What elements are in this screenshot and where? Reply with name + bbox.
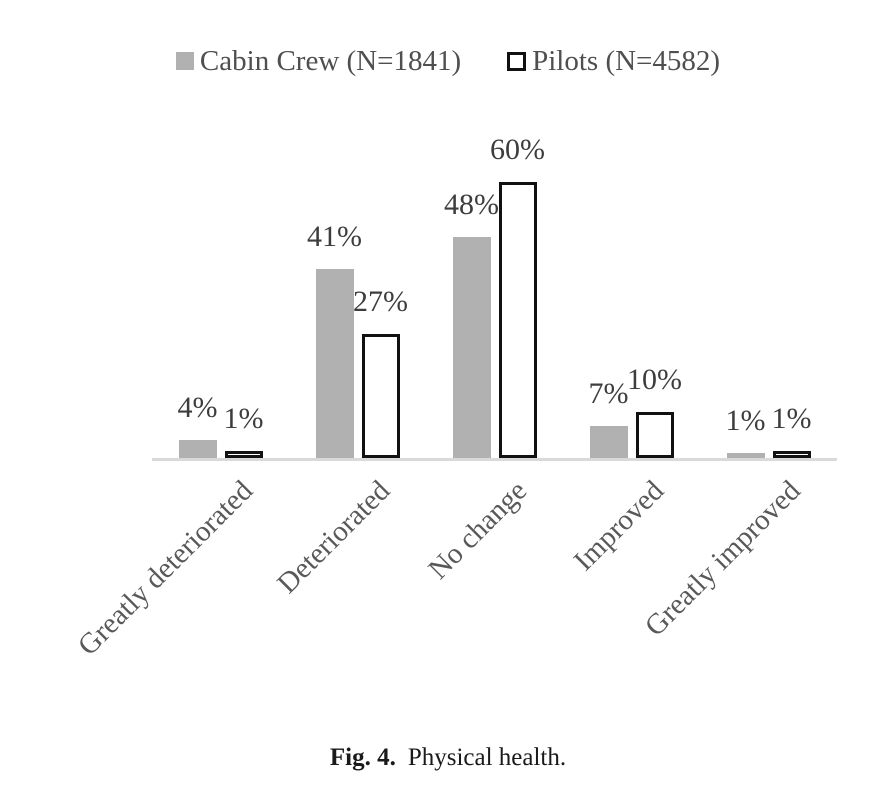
bar-pilots-improved bbox=[635, 412, 674, 458]
chart-legend: Cabin Crew (N=1841) Pilots (N=4582) bbox=[0, 44, 896, 78]
category-label-no-change: No change bbox=[421, 474, 533, 586]
bar-pilots-greatly-improved bbox=[772, 451, 811, 458]
category-label-deteriorated: Deteriorated bbox=[270, 474, 396, 600]
category-label-greatly-deteriorated: Greatly deteriorated bbox=[71, 474, 259, 662]
bar-cabin-crew-no-change bbox=[452, 237, 491, 458]
legend-item-cabin-crew: Cabin Crew (N=1841) bbox=[175, 44, 462, 78]
category-label-improved: Improved bbox=[567, 474, 670, 578]
value-label: 41% bbox=[307, 220, 362, 254]
x-axis-line bbox=[152, 458, 837, 461]
value-label: 27% bbox=[353, 284, 408, 318]
value-label: 48% bbox=[444, 188, 499, 222]
legend-swatch-outlined-square-icon bbox=[507, 51, 527, 71]
bar-cabin-crew-deteriorated bbox=[315, 269, 354, 458]
caption-text: Physical health. bbox=[407, 744, 567, 771]
caption-label: Fig. 4. bbox=[329, 744, 396, 771]
legend-swatch-filled-square-icon bbox=[175, 52, 194, 70]
legend-item-pilots: Pilots (N=4582) bbox=[507, 44, 720, 78]
bar-pilots-no-change bbox=[498, 182, 537, 458]
bar-cabin-crew-greatly-deteriorated bbox=[178, 439, 217, 458]
bar-cabin-crew-improved bbox=[589, 425, 628, 458]
value-label: 10% bbox=[627, 363, 682, 396]
value-label: 60% bbox=[490, 133, 545, 166]
legend-label: Cabin Crew (N=1841) bbox=[199, 45, 462, 77]
bar-pilots-greatly-deteriorated bbox=[224, 451, 263, 458]
value-label: 7% bbox=[588, 376, 629, 410]
value-label: 1% bbox=[771, 402, 812, 435]
legend-label: Pilots (N=4582) bbox=[532, 45, 721, 77]
value-label: 1% bbox=[223, 402, 264, 435]
bar-cabin-crew-greatly-improved bbox=[726, 453, 765, 458]
figure-caption: Fig. 4. Physical health. bbox=[0, 742, 896, 774]
value-label: 1% bbox=[725, 404, 766, 438]
value-label: 4% bbox=[177, 390, 218, 424]
bar-pilots-deteriorated bbox=[361, 333, 400, 458]
